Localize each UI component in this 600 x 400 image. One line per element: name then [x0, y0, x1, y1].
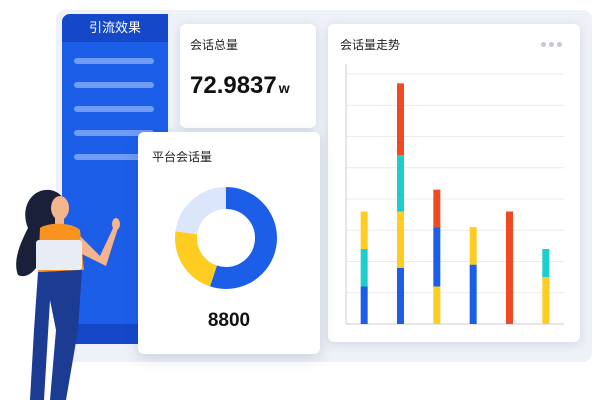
- bar-segment: [433, 189, 441, 228]
- bar-segment: [360, 249, 368, 287]
- platform-sessions-title: 平台会话量: [152, 150, 213, 164]
- bar-segment: [360, 211, 368, 249]
- bar-segment: [433, 227, 441, 287]
- total-sessions-title: 会话总量: [190, 38, 239, 52]
- sidebar-item-placeholder[interactable]: [74, 130, 154, 136]
- sidebar-item-placeholder[interactable]: [74, 82, 154, 88]
- platform-sessions-value: 8800: [207, 310, 251, 331]
- bar-segment: [397, 155, 404, 212]
- person-legs: [30, 270, 82, 400]
- bar-segment: [360, 286, 368, 324]
- more-dots-icon[interactable]: [538, 34, 562, 52]
- total-sessions-unit: w: [278, 80, 290, 96]
- bar-segment: [397, 211, 404, 268]
- session-trend-card: 会话量走势: [328, 24, 580, 342]
- donut-segment: [175, 187, 277, 289]
- sidebar-title: 引流效果: [62, 14, 168, 42]
- person-hand: [112, 218, 120, 230]
- person-arm: [80, 226, 118, 266]
- session-trend-chart: [345, 64, 564, 325]
- bar-segment: [542, 277, 550, 324]
- total-sessions-value: 72.9837 w: [190, 72, 290, 100]
- sidebar-item-placeholder[interactable]: [74, 154, 154, 160]
- total-sessions-number: 72.9837: [190, 72, 277, 99]
- sidebar-item-placeholder[interactable]: [74, 106, 154, 112]
- donut-segment: [175, 187, 277, 289]
- bar-segment: [397, 267, 404, 324]
- total-sessions-card: 会话总量 72.9837 w: [180, 24, 316, 128]
- bar-segment: [506, 211, 513, 324]
- sidebar-item-placeholder[interactable]: [74, 58, 154, 64]
- bar-segment: [469, 227, 477, 265]
- bar-segment: [542, 249, 550, 278]
- bar-segment: [469, 264, 477, 324]
- platform-donut-chart: [175, 187, 277, 289]
- laptop: [36, 240, 82, 270]
- session-trend-title: 会话量走势: [340, 38, 401, 52]
- person-illustration: [16, 189, 120, 400]
- person-face: [51, 196, 69, 220]
- platform-sessions-card: 平台会话量 8800: [138, 132, 320, 354]
- bar-segment: [433, 286, 441, 324]
- bar-segment: [397, 83, 404, 156]
